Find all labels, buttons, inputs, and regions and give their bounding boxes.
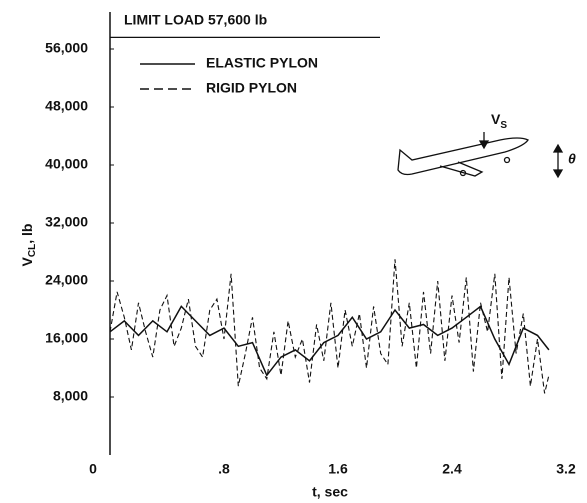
- y-tick-label: 48,000: [45, 98, 88, 114]
- series-line: [109, 305, 550, 377]
- landing-gear: [503, 156, 511, 164]
- x-tick-label: 0: [89, 461, 97, 477]
- x-tick-label: 2.4: [442, 461, 462, 477]
- y-axis-label: VCL, lb: [19, 224, 38, 267]
- velocity-label: VS: [491, 111, 507, 131]
- airplane-wing: [439, 161, 484, 177]
- x-axis-label: t, sec: [312, 484, 348, 500]
- y-tick-label: 8,000: [53, 388, 88, 404]
- legend-label: ELASTIC PYLON: [206, 55, 318, 71]
- airplane-body: [397, 137, 529, 176]
- arrowhead: [478, 140, 490, 150]
- limit-load-label: LIMIT LOAD 57,600 lb: [124, 12, 267, 28]
- y-tick-label: 16,000: [45, 330, 88, 346]
- series-line: [109, 259, 550, 394]
- y-tick-label: 56,000: [45, 40, 88, 56]
- angle-label: θ: [568, 151, 576, 167]
- y-tick-label: 32,000: [45, 214, 88, 230]
- airplane-diagram: [397, 132, 564, 179]
- landing-gear: [459, 169, 467, 177]
- arrowhead: [552, 143, 564, 179]
- x-tick-label: .8: [218, 461, 230, 477]
- y-tick-label: 40,000: [45, 156, 88, 172]
- y-tick-label: 24,000: [45, 272, 88, 288]
- legend-label: RIGID PYLON: [206, 80, 297, 96]
- x-tick-label: 3.2: [556, 461, 576, 477]
- x-tick-label: 1.6: [328, 461, 348, 477]
